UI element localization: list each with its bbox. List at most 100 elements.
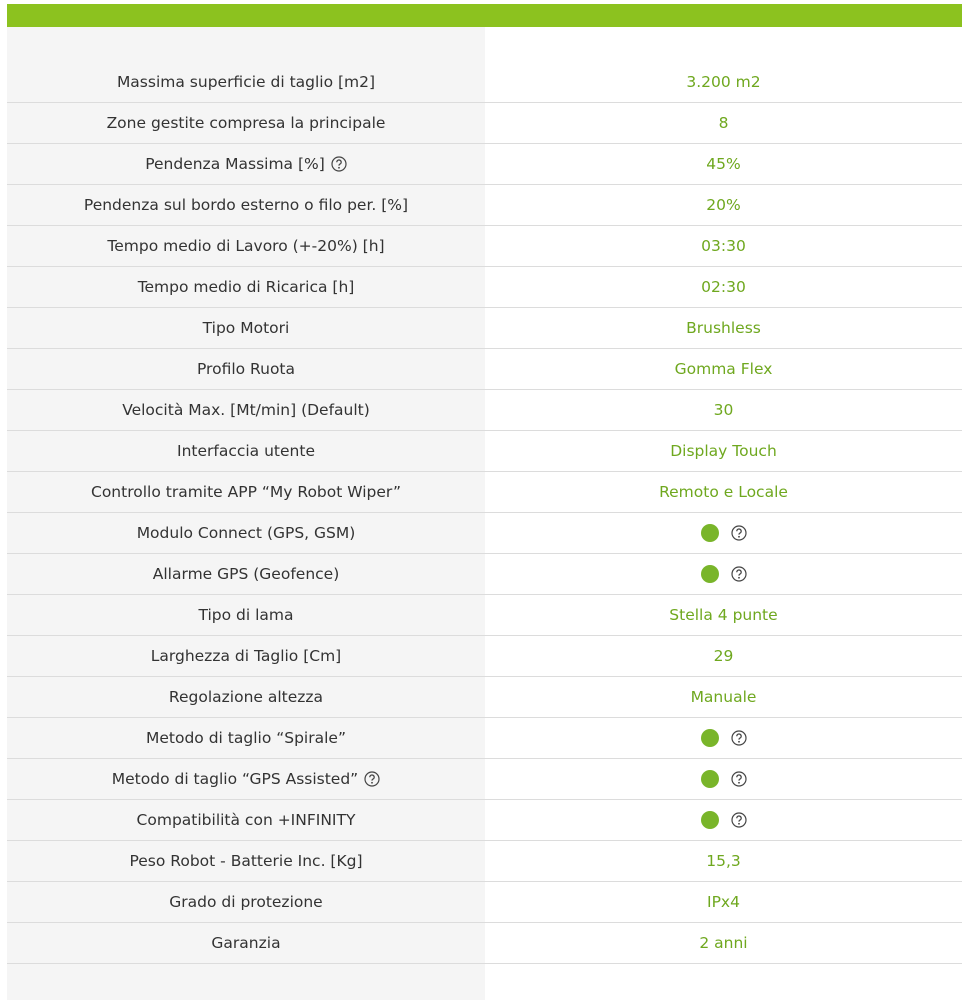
feature-dot: [700, 811, 719, 829]
label-text: Metodo di taglio “Spirale”: [146, 729, 346, 747]
label-text: Metodo di taglio “GPS Assisted”: [111, 770, 359, 788]
row-value: 03:30: [485, 226, 962, 266]
label-text: Tipo di lama: [198, 606, 294, 624]
table-row: Massima superficie di taglio [m2] 3.200 m…: [7, 62, 962, 103]
table-row: Profilo Ruota Gomma Flex: [7, 349, 962, 390]
table-row: Pendenza Massima [%] 45%: [7, 144, 962, 185]
feature-dot: [700, 565, 719, 583]
label-text: Tempo medio di Ricarica [h]: [137, 278, 355, 296]
value-text: Display Touch: [670, 442, 777, 460]
row-value: [485, 554, 962, 594]
row-value: Display Touch: [485, 431, 962, 471]
table-row: Metodo di taglio “Spirale”: [7, 718, 962, 759]
table-row: Compatibilità con +INFINITY: [7, 800, 962, 841]
value-text: 29: [713, 647, 734, 665]
table-row: Regolazione altezza Manuale: [7, 677, 962, 718]
value-text: IPx4: [707, 893, 740, 911]
value-text: Brushless: [686, 319, 761, 337]
help-icon[interactable]: [730, 566, 747, 582]
value-text: 30: [713, 401, 734, 419]
row-label: Tipo Motori: [7, 308, 485, 348]
row-label: Compatibilità con +INFINITY: [7, 800, 485, 840]
row-value: IPx4: [485, 882, 962, 922]
label-column: [7, 27, 485, 1000]
table-row: Peso Robot - Batterie Inc. [Kg] 15,3: [7, 841, 962, 882]
row-value: Gomma Flex: [485, 349, 962, 389]
row-label: Profilo Ruota: [7, 349, 485, 389]
table-row: Tipo di lama Stella 4 punte: [7, 595, 962, 636]
table-row: Pendenza sul bordo esterno o filo per. […: [7, 185, 962, 226]
help-icon[interactable]: [364, 771, 380, 787]
row-value: 20%: [485, 185, 962, 225]
row-value: 8: [485, 103, 962, 143]
row-value: 29: [485, 636, 962, 676]
row-value: 15,3: [485, 841, 962, 881]
label-text: Velocità Max. [Mt/min] (Default): [122, 401, 370, 419]
row-label: Zone gestite compresa la principale: [7, 103, 485, 143]
feature-dot: [700, 524, 719, 542]
help-icon[interactable]: [730, 771, 747, 787]
value-text: Gomma Flex: [674, 360, 773, 378]
table-row: Tempo medio di Lavoro (+-20%) [h] 03:30: [7, 226, 962, 267]
top-bar: [7, 4, 962, 27]
label-text: Peso Robot - Batterie Inc. [Kg]: [129, 852, 363, 870]
feature-dot: [700, 770, 719, 788]
label-text: Zone gestite compresa la principale: [106, 114, 386, 132]
table-row: Tempo medio di Ricarica [h] 02:30: [7, 267, 962, 308]
row-label: Allarme GPS (Geofence): [7, 554, 485, 594]
row-label: Controllo tramite APP “My Robot Wiper”: [7, 472, 485, 512]
row-value: [485, 800, 962, 840]
table-row: Tipo Motori Brushless: [7, 308, 962, 349]
row-label: Massima superficie di taglio [m2]: [7, 62, 485, 102]
value-text: Manuale: [690, 688, 757, 706]
label-text: Modulo Connect (GPS, GSM): [136, 524, 356, 542]
value-text: 2 anni: [699, 934, 748, 952]
table-row: Velocità Max. [Mt/min] (Default) 30: [7, 390, 962, 431]
table-row: Larghezza di Taglio [Cm] 29: [7, 636, 962, 677]
row-label: Pendenza Massima [%]: [7, 144, 485, 184]
value-text: 15,3: [706, 852, 741, 870]
row-value: [485, 759, 962, 799]
label-text: Massima superficie di taglio [m2]: [116, 73, 376, 91]
label-text: Regolazione altezza: [168, 688, 324, 706]
row-value: 45%: [485, 144, 962, 184]
row-label: Tempo medio di Ricarica [h]: [7, 267, 485, 307]
table-row: Zone gestite compresa la principale 8: [7, 103, 962, 144]
row-value: Remoto e Locale: [485, 472, 962, 512]
help-icon[interactable]: [331, 156, 347, 172]
help-icon[interactable]: [730, 730, 747, 746]
label-text: Compatibilità con +INFINITY: [136, 811, 356, 829]
value-text: 8: [718, 114, 729, 132]
value-text: Remoto e Locale: [659, 483, 788, 501]
value-text: Stella 4 punte: [669, 606, 778, 624]
table-row: Allarme GPS (Geofence): [7, 554, 962, 595]
help-icon[interactable]: [730, 812, 747, 828]
value-text: 02:30: [701, 278, 746, 296]
label-text: Interfaccia utente: [177, 442, 315, 460]
label-text: Pendenza sul bordo esterno o filo per. […: [83, 196, 409, 214]
row-value: [485, 513, 962, 553]
row-label: Garanzia: [7, 923, 485, 963]
row-label: Tempo medio di Lavoro (+-20%) [h]: [7, 226, 485, 266]
label-text: Grado di protezione: [169, 893, 323, 911]
value-text: 20%: [706, 196, 741, 214]
row-value: Manuale: [485, 677, 962, 717]
label-text: Larghezza di Taglio [Cm]: [150, 647, 342, 665]
label-text: Garanzia: [211, 934, 281, 952]
row-label: Velocità Max. [Mt/min] (Default): [7, 390, 485, 430]
row-label: Regolazione altezza: [7, 677, 485, 717]
label-text: Pendenza Massima [%]: [145, 155, 325, 173]
row-label: Metodo di taglio “Spirale”: [7, 718, 485, 758]
label-text: Controllo tramite APP “My Robot Wiper”: [91, 483, 401, 501]
value-text: 03:30: [701, 237, 746, 255]
row-label: Larghezza di Taglio [Cm]: [7, 636, 485, 676]
label-text: Tipo Motori: [202, 319, 290, 337]
row-label: Tipo di lama: [7, 595, 485, 635]
feature-dot: [700, 729, 719, 747]
label-text: Profilo Ruota: [196, 360, 296, 378]
help-icon[interactable]: [730, 525, 747, 541]
row-label: Interfaccia utente: [7, 431, 485, 471]
table-row: Metodo di taglio “GPS Assisted”: [7, 759, 962, 800]
label-text: Tempo medio di Lavoro (+-20%) [h]: [107, 237, 385, 255]
table-row: Interfaccia utente Display Touch: [7, 431, 962, 472]
